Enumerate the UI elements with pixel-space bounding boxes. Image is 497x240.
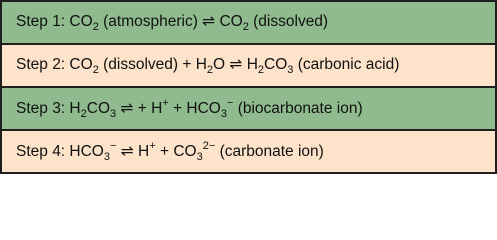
text-run: Step 1: CO <box>16 13 93 30</box>
step-row: Step 3: H2CO3 ⇌ + H+ + HCO3− (biocarbona… <box>2 88 495 129</box>
supscript: − <box>110 140 117 152</box>
text-run: Step 2: CO <box>16 56 93 73</box>
step-equation: Step 1: CO2 (atmospheric) ⇌ CO2 (dissolv… <box>16 12 328 33</box>
text-run: CO <box>264 56 288 73</box>
subscript: 3 <box>220 108 227 120</box>
text-run: (carbonic acid) <box>293 56 400 73</box>
text-run: ⇌ + H <box>116 100 163 117</box>
text-run: (carbonate ion) <box>215 143 324 160</box>
subscript: 2 <box>92 64 99 76</box>
subscript: 2 <box>242 21 249 33</box>
subscript: 2 <box>80 108 87 120</box>
steps-table: Step 1: CO2 (atmospheric) ⇌ CO2 (dissolv… <box>0 0 497 174</box>
subscript: 3 <box>103 151 110 163</box>
supscript: 2− <box>202 140 216 152</box>
text-run: Step 3: H <box>16 100 81 117</box>
subscript: 2 <box>206 64 214 76</box>
step-row: Step 1: CO2 (atmospheric) ⇌ CO2 (dissolv… <box>2 2 495 43</box>
supscript: − <box>226 97 234 109</box>
step-equation: Step 2: CO2 (dissolved) + H2O ⇌ H2CO3 (c… <box>16 55 399 76</box>
step-row: Step 4: HCO3− ⇌ H+ + CO32− (carbonate io… <box>2 131 495 172</box>
subscript: 3 <box>287 64 294 76</box>
text-run: ⇌ H <box>116 143 150 160</box>
step-row: Step 2: CO2 (dissolved) + H2O ⇌ H2CO3 (c… <box>2 45 495 86</box>
subscript: 2 <box>257 64 265 76</box>
subscript: 3 <box>110 108 117 120</box>
step-equation: Step 4: HCO3− ⇌ H+ + CO32− (carbonate io… <box>16 140 324 163</box>
supscript: + <box>149 140 156 152</box>
supscript: + <box>162 97 169 109</box>
text-run: CO <box>86 100 110 117</box>
text-run: (dissolved) + H <box>98 56 207 73</box>
text-run: O ⇌ H <box>213 56 258 73</box>
subscript: 2 <box>92 21 99 33</box>
text-run: (biocarbonate ion) <box>233 100 363 117</box>
text-run: + HCO <box>168 100 221 117</box>
text-run: (atmospheric) ⇌ CO <box>98 13 243 30</box>
step-equation: Step 3: H2CO3 ⇌ + H+ + HCO3− (biocarbona… <box>16 97 363 120</box>
text-run: + CO <box>155 143 197 160</box>
text-run: (dissolved) <box>248 13 329 30</box>
text-run: Step 4: HCO <box>16 143 104 160</box>
subscript: 3 <box>196 151 203 163</box>
